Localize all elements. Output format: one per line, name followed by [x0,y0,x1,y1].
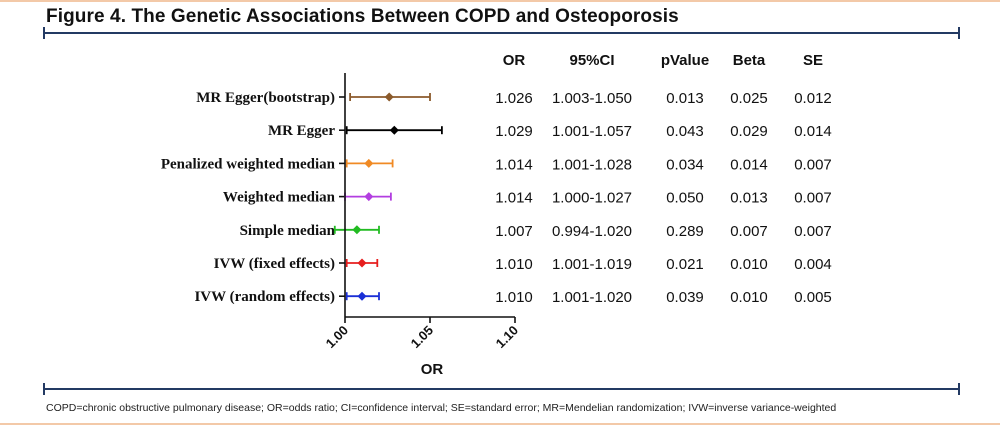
cell-ci: 1.001-1.020 [552,289,632,306]
header-beta: Beta [733,52,766,69]
x-tick-label: 1.10 [493,323,522,352]
header-se: SE [803,52,823,69]
cell-se: 0.007 [794,223,832,240]
cell-pvalue: 0.021 [666,256,704,273]
or-point-marker [364,158,374,168]
cell-se: 0.012 [794,90,832,107]
cell-beta: 0.010 [730,256,768,273]
cell-ci: 1.003-1.050 [552,90,632,107]
x-tick-label: 1.00 [323,323,352,352]
forest-row: IVW (random effects) 1.010 1.001-1.020 0.03… [194,289,831,306]
cell-ci: 1.001-1.019 [552,256,632,273]
cell-or: 1.010 [495,256,533,273]
table-rows: MR Egger(bootstrap) 1.026 1.003-1.050 0.013… [161,90,832,306]
forest-row: Penalized weighted median 1.014 1.001-1.02… [161,156,832,173]
header-or: OR [503,52,526,69]
forest-row: IVW (fixed effects) 1.010 1.001-1.019 0.021… [214,256,832,273]
title-rule [43,27,960,39]
cell-or: 1.007 [495,223,533,240]
row-label: MR Egger(bootstrap) [196,90,335,106]
forest-plot: OR 95%CI pValue Beta SE MR Egger(bootstrap) 1… [161,52,832,378]
row-label: Weighted median [223,190,336,206]
cell-se: 0.005 [794,289,832,306]
cell-ci: 1.001-1.028 [552,156,632,173]
forest-row: Weighted median 1.014 1.000-1.027 0.050 0.01… [223,190,832,207]
row-label: IVW (random effects) [194,289,335,305]
cell-pvalue: 0.289 [666,223,704,240]
cell-beta: 0.013 [730,190,768,207]
cell-pvalue: 0.034 [666,156,704,173]
frame-bottom-line [0,423,1000,425]
header-ci: 95%CI [569,52,614,69]
cell-or: 1.014 [495,156,533,173]
footnote-rule [43,383,960,395]
frame-top-line [0,0,1000,2]
cell-beta: 0.025 [730,90,768,107]
forest-row: MR Egger(bootstrap) 1.026 1.003-1.050 0.013… [196,90,832,107]
cell-pvalue: 0.013 [666,90,704,107]
figure-title: Figure 4. The Genetic Associations Betwe… [46,6,679,27]
footnote: COPD=chronic obstructive pulmonary disea… [46,402,837,414]
or-point-marker [352,225,362,235]
cell-se: 0.007 [794,156,832,173]
cell-beta: 0.029 [730,123,768,140]
cell-se: 0.007 [794,190,832,207]
cell-beta: 0.007 [730,223,768,240]
or-point-marker [384,92,394,102]
cell-or: 1.010 [495,289,533,306]
row-label: MR Egger [268,123,335,139]
x-tick-label: 1.05 [408,323,437,352]
x-axis-title: OR [421,361,444,378]
or-point-marker [389,125,399,135]
cell-beta: 0.010 [730,289,768,306]
cell-ci: 1.000-1.027 [552,190,632,207]
header-pvalue: pValue [661,52,709,69]
or-point-marker [357,258,367,268]
cell-beta: 0.014 [730,156,768,173]
or-point-marker [364,192,374,202]
row-label: Simple median [240,223,336,239]
cell-se: 0.014 [794,123,832,140]
cell-ci: 1.001-1.057 [552,123,632,140]
cell-or: 1.014 [495,190,533,207]
cell-pvalue: 0.043 [666,123,704,140]
cell-pvalue: 0.039 [666,289,704,306]
forest-row: Simple median 1.007 0.994-1.020 0.289 0.007 0… [240,223,832,240]
cell-ci: 0.994-1.020 [552,223,632,240]
row-label: Penalized weighted median [161,156,336,172]
cell-se: 0.004 [794,256,832,273]
cell-pvalue: 0.050 [666,190,704,207]
table-headers: OR 95%CI pValue Beta SE [503,52,823,69]
row-label: IVW (fixed effects) [214,256,335,272]
cell-or: 1.029 [495,123,533,140]
cell-or: 1.026 [495,90,533,107]
or-point-marker [357,291,367,301]
forest-row: MR Egger 1.029 1.001-1.057 0.043 0.029 0.014 [268,123,832,140]
x-axis: 1.00 1.05 1.10 [323,73,522,352]
